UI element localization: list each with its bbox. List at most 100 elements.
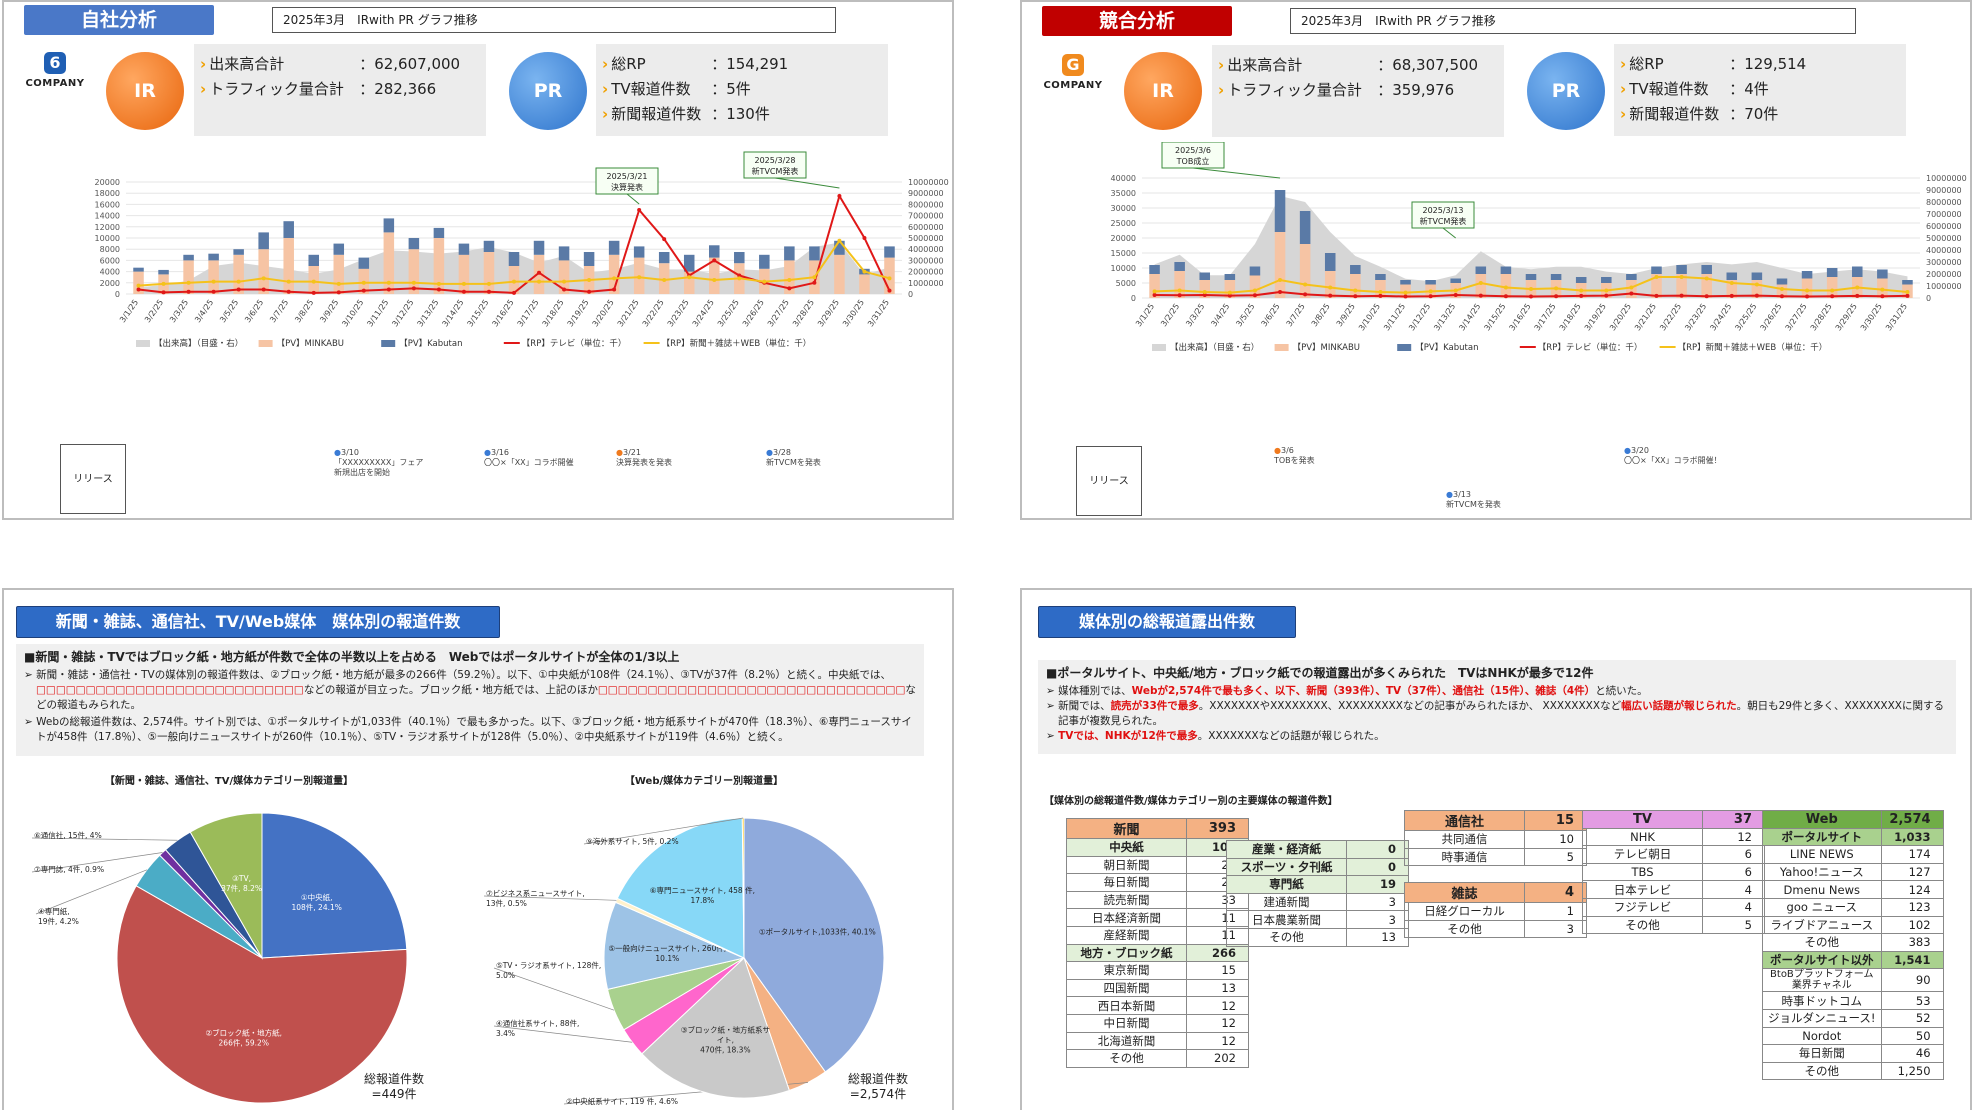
table-row: その他 3 [1404,919,1587,939]
y2-tick-label: 8000000 [908,200,944,209]
bar-kabutan [533,240,545,255]
line-tv-point [537,270,542,275]
legend-label: 【PV】MINKABU [277,339,344,349]
line-web-point [1503,285,1508,290]
leader-line [31,837,178,841]
line-web-point [1554,286,1559,291]
company-logo-icon: 6 [44,52,66,74]
bar-kabutan [1274,190,1286,232]
table-row: ポータルサイト以外 1,541 [1762,950,1944,970]
media-name: 中日新聞 [1066,1013,1187,1033]
line-tv-point [1202,293,1207,297]
line-tv-point [1905,293,1910,298]
x-tick-label: 3/5/25 [1234,302,1256,328]
x-tick-label: 3/12/25 [1407,302,1432,332]
pie2-title: 【Web/媒体カテゴリー別報道量】 [624,776,784,787]
y-tick-label: 2000 [100,279,120,288]
media-count: 266 [1186,943,1249,963]
y-tick-label: 30000 [1111,204,1136,213]
table-row: 日経グローカル 1 [1404,902,1587,921]
bar-kabutan [884,246,895,258]
line-tv-point [1303,292,1308,297]
x-tick-label: 3/7/25 [268,298,290,324]
total-news: 総報道件数 =449件 [363,1072,424,1101]
media-header: 新聞・雑誌、通信社、TV/Web媒体 媒体別の報道件数 [16,606,500,638]
x-tick-label: 3/15/25 [1482,302,1507,332]
x-tick-label: 3/31/25 [1884,302,1909,332]
line-tv-point [662,237,667,242]
line-web-point [1830,288,1835,293]
bar-kabutan [1450,278,1461,283]
bar-kabutan [233,249,244,255]
x-tick-label: 3/1/25 [118,298,140,324]
bar-minkabu [1149,274,1160,298]
line-web-point [1152,289,1157,294]
callout-text: 決算発表 [611,182,643,192]
x-tick-label: 3/1/25 [1134,302,1156,328]
media-count: 6 [1702,862,1765,882]
media-count: 5 [1702,915,1765,935]
pie-slice [603,901,746,990]
media-name: ポータルサイト [1762,827,1882,847]
leader-line [31,852,163,873]
legend-label: 【RP】テレビ（単位：千） [1538,342,1643,353]
y-tick-label: 12000 [95,223,120,232]
legend-swatch [258,340,273,347]
own-release-note: ●3/21 決算発表を発表 [616,448,672,467]
line-tv-point [236,287,241,292]
media-name: 西日本新聞 [1066,996,1187,1015]
line-web-point [311,279,316,284]
x-tick-label: 3/17/25 [1533,302,1558,332]
own-ir-stats: › 出来高合計 ：62,607,000 › トラフィック量合計 ：282,366 [194,44,486,136]
media-name: その他 [1762,933,1882,952]
line-web-point [537,279,542,284]
line-tv-point [211,289,216,294]
x-tick-label: 3/8/25 [1310,302,1332,328]
table-row: 共同通信 10 [1404,830,1587,849]
ir-badge: IR [106,52,184,130]
bar-kabutan [1726,272,1738,280]
line-web-point [1328,285,1333,290]
line-tv-point [486,289,491,294]
x-tick-label: 3/23/25 [666,298,691,328]
bar-minkabu [1324,271,1336,298]
leader-line [483,895,617,901]
bar-kabutan [333,243,345,255]
own-release-note: ●3/28 新TVCMを発表 [766,448,821,467]
table-row: その他 5 [1582,915,1765,935]
line-web-point [1177,288,1182,293]
line-web-point [211,279,216,284]
x-tick-label: 3/16/25 [1508,302,1533,332]
table-row: スポーツ・夕刊紙 0 [1226,857,1409,877]
line-tv-point [1227,293,1232,298]
comp-title-box: 2025年3月 IRwith PR グラフ推移 [1290,8,1856,34]
web-media-pie: ①ポータルサイト,1033件, 40.1% ②中央紙系サイト, 119 件, 4.… [483,817,885,1106]
slice-label: 266件, 59.2% [219,1038,269,1048]
line-web-point [712,278,717,282]
media-count: 3 [1346,892,1409,912]
line-tv-point [1378,293,1383,298]
bar-kabutan [709,245,720,258]
table-row: 中日新聞 12 [1066,1013,1249,1033]
line-web-point [887,276,892,281]
table-zasshi: 雑誌 4 日経グローカル 1 その他 3 [1404,882,1587,939]
line-tv-point [1880,294,1885,299]
bar-kabutan [1701,265,1712,274]
legend-swatch [381,340,396,347]
bar-kabutan [809,246,820,261]
x-tick-label: 3/2/25 [143,298,165,324]
line-tv-point [286,289,291,294]
media-name: NHK [1582,827,1703,847]
bar-minkabu [859,274,870,294]
line-tv-point [1779,294,1784,299]
table-row: 日本テレビ 4 [1582,880,1765,899]
media-count: 5 [1524,847,1587,867]
media-count: 37 [1702,810,1765,829]
line-tv-point [1252,293,1257,298]
bar-minkabu [884,257,895,294]
own-release-note: ●3/16 〇〇×「XX」コラボ開催 [484,448,574,467]
pie-slice [641,957,790,1099]
slice-label: 470件, 18.3% [700,1045,750,1055]
legend-swatch [1397,344,1412,351]
